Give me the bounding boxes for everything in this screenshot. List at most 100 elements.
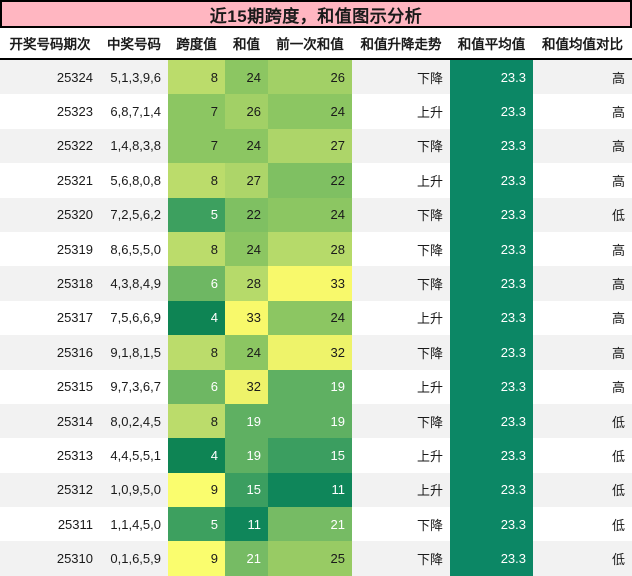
cell-avg: 23.3 bbox=[450, 94, 533, 129]
cell-numbers: 7,2,5,6,2 bbox=[100, 197, 168, 232]
column-header-avg: 和值平均值 bbox=[450, 28, 533, 60]
cell-numbers: 1,4,8,3,8 bbox=[100, 128, 168, 164]
cell-numbers: 0,1,6,5,9 bbox=[100, 541, 168, 576]
cell-period: 25312 bbox=[0, 472, 100, 508]
cell-vs_avg: 低 bbox=[533, 438, 632, 473]
cell-trend: 上升 bbox=[352, 369, 450, 404]
cell-vs_avg: 低 bbox=[533, 472, 632, 508]
column-header-numbers: 中奖号码 bbox=[100, 28, 168, 60]
cell-numbers: 9,7,3,6,7 bbox=[100, 369, 168, 404]
cell-period: 25323 bbox=[0, 94, 100, 129]
cell-period: 25314 bbox=[0, 403, 100, 439]
cell-vs_avg: 高 bbox=[533, 231, 632, 267]
cell-sum: 22 bbox=[225, 197, 268, 232]
cell-span: 8 bbox=[168, 231, 225, 267]
cell-avg: 23.3 bbox=[450, 300, 533, 336]
cell-prev: 24 bbox=[268, 197, 352, 232]
cell-sum: 24 bbox=[225, 128, 268, 164]
cell-numbers: 1,1,4,5,0 bbox=[100, 507, 168, 542]
cell-sum: 32 bbox=[225, 369, 268, 404]
cell-period: 25317 bbox=[0, 300, 100, 336]
cell-span: 8 bbox=[168, 335, 225, 370]
cell-trend: 下降 bbox=[352, 266, 450, 301]
cell-period: 25310 bbox=[0, 541, 100, 576]
cell-prev: 28 bbox=[268, 231, 352, 267]
cell-period: 25316 bbox=[0, 335, 100, 370]
column-header-trend: 和值升降走势 bbox=[352, 28, 450, 60]
cell-avg: 23.3 bbox=[450, 403, 533, 439]
cell-period: 25320 bbox=[0, 197, 100, 232]
cell-span: 9 bbox=[168, 541, 225, 576]
cell-span: 6 bbox=[168, 266, 225, 301]
cell-vs_avg: 高 bbox=[533, 335, 632, 370]
cell-numbers: 4,4,5,5,1 bbox=[100, 438, 168, 473]
cell-avg: 23.3 bbox=[450, 472, 533, 508]
cell-sum: 21 bbox=[225, 541, 268, 576]
cell-avg: 23.3 bbox=[450, 438, 533, 473]
cell-avg: 23.3 bbox=[450, 60, 533, 95]
cell-prev: 27 bbox=[268, 128, 352, 164]
cell-period: 25322 bbox=[0, 128, 100, 164]
cell-trend: 上升 bbox=[352, 472, 450, 508]
column-header-prev: 前一次和值 bbox=[268, 28, 352, 60]
column-header-span: 跨度值 bbox=[168, 28, 225, 60]
cell-trend: 下降 bbox=[352, 541, 450, 576]
cell-span: 4 bbox=[168, 438, 225, 473]
cell-numbers: 1,0,9,5,0 bbox=[100, 472, 168, 508]
cell-numbers: 9,1,8,1,5 bbox=[100, 335, 168, 370]
cell-numbers: 7,5,6,6,9 bbox=[100, 300, 168, 336]
cell-trend: 下降 bbox=[352, 60, 450, 95]
cell-avg: 23.3 bbox=[450, 266, 533, 301]
cell-numbers: 5,1,3,9,6 bbox=[100, 60, 168, 95]
cell-numbers: 5,6,8,0,8 bbox=[100, 163, 168, 198]
cell-avg: 23.3 bbox=[450, 231, 533, 267]
cell-vs_avg: 低 bbox=[533, 197, 632, 232]
cell-prev: 11 bbox=[268, 472, 352, 508]
cell-prev: 25 bbox=[268, 541, 352, 576]
cell-prev: 21 bbox=[268, 507, 352, 542]
cell-sum: 19 bbox=[225, 403, 268, 439]
cell-sum: 24 bbox=[225, 231, 268, 267]
cell-vs_avg: 低 bbox=[533, 507, 632, 542]
cell-prev: 19 bbox=[268, 369, 352, 404]
cell-span: 8 bbox=[168, 60, 225, 95]
cell-trend: 上升 bbox=[352, 94, 450, 129]
cell-avg: 23.3 bbox=[450, 541, 533, 576]
cell-span: 5 bbox=[168, 507, 225, 542]
cell-period: 25313 bbox=[0, 438, 100, 473]
cell-vs_avg: 高 bbox=[533, 369, 632, 404]
cell-prev: 19 bbox=[268, 403, 352, 439]
page-title: 近15期跨度，和值图示分析 bbox=[0, 0, 632, 28]
cell-sum: 27 bbox=[225, 163, 268, 198]
column-header-vs_avg: 和值均值对比 bbox=[533, 28, 632, 60]
cell-vs_avg: 低 bbox=[533, 403, 632, 439]
cell-sum: 24 bbox=[225, 335, 268, 370]
cell-span: 7 bbox=[168, 94, 225, 129]
cell-sum: 33 bbox=[225, 300, 268, 336]
cell-span: 6 bbox=[168, 369, 225, 404]
cell-span: 8 bbox=[168, 403, 225, 439]
cell-period: 25319 bbox=[0, 231, 100, 267]
cell-span: 9 bbox=[168, 472, 225, 508]
cell-numbers: 4,3,8,4,9 bbox=[100, 266, 168, 301]
cell-span: 4 bbox=[168, 300, 225, 336]
cell-span: 7 bbox=[168, 128, 225, 164]
cell-prev: 24 bbox=[268, 300, 352, 336]
cell-numbers: 8,0,2,4,5 bbox=[100, 403, 168, 439]
cell-avg: 23.3 bbox=[450, 369, 533, 404]
cell-vs_avg: 高 bbox=[533, 266, 632, 301]
cell-prev: 33 bbox=[268, 266, 352, 301]
cell-period: 25311 bbox=[0, 507, 100, 542]
cell-numbers: 6,8,7,1,4 bbox=[100, 94, 168, 129]
cell-avg: 23.3 bbox=[450, 128, 533, 164]
cell-trend: 下降 bbox=[352, 335, 450, 370]
cell-sum: 19 bbox=[225, 438, 268, 473]
cell-period: 25324 bbox=[0, 60, 100, 95]
cell-trend: 下降 bbox=[352, 197, 450, 232]
cell-avg: 23.3 bbox=[450, 335, 533, 370]
cell-prev: 32 bbox=[268, 335, 352, 370]
cell-trend: 上升 bbox=[352, 438, 450, 473]
cell-period: 25321 bbox=[0, 163, 100, 198]
cell-sum: 11 bbox=[225, 507, 268, 542]
